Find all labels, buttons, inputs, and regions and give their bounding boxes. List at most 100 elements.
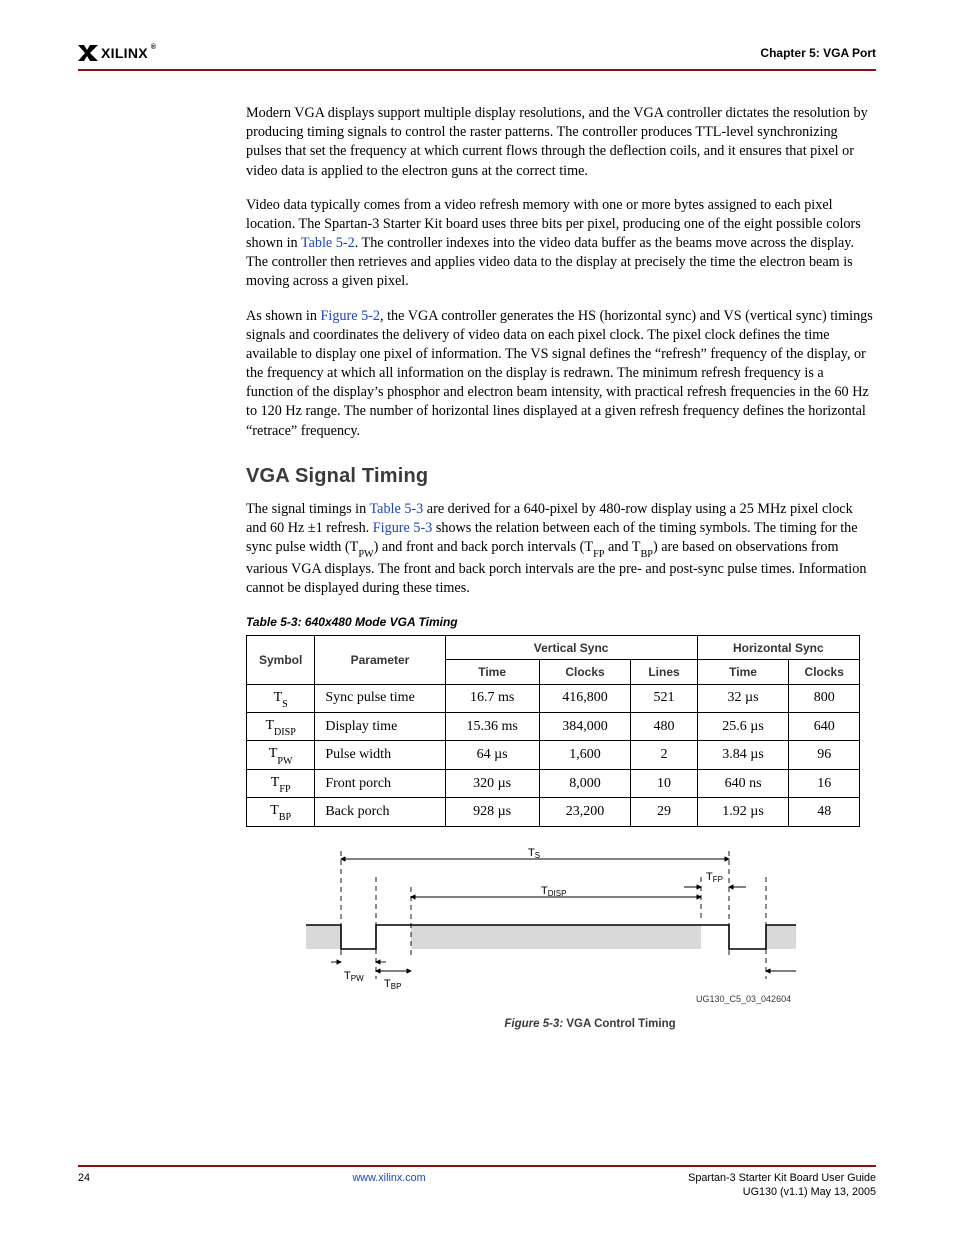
chapter-number: Chapter 5: [760,46,819,60]
table-row: TSSync pulse time16.7 ms416,80052132 µs8… [247,684,860,712]
cell-ht: 32 µs [697,684,789,712]
page-header: XILINX ® Chapter 5: VGA Port [78,44,876,72]
page-footer: 24 www.xilinx.com Spartan-3 Starter Kit … [78,1165,876,1200]
cell-vt: 15.36 ms [445,713,539,741]
header-chapter: Chapter 5: VGA Port [760,45,876,61]
cell-vt: 64 µs [445,741,539,769]
cell-hc: 16 [789,769,860,797]
label-tpw: TPW [344,970,364,983]
footer-rule [78,1165,876,1167]
cell-vc: 23,200 [539,798,631,826]
cell-symbol: TBP [247,798,315,826]
cell-vt: 16.7 ms [445,684,539,712]
cell-vl: 29 [631,798,697,826]
cell-label: Display time [315,713,445,741]
cell-hc: 800 [789,684,860,712]
p3-text-a: As shown in [246,308,321,324]
table-header-row-1: Symbol Parameter Vertical Sync Horizonta… [247,636,860,660]
figure-caption: Figure 5-3: VGA Control Timing [306,1017,874,1033]
section-heading: VGA Signal Timing [246,463,874,490]
p4-a: The signal timings in [246,501,369,517]
cell-symbol: TDISP [247,713,315,741]
p4-e: and T [604,539,640,555]
cell-label: Back porch [315,798,445,826]
link-figure-5-2[interactable]: Figure 5-2 [321,308,381,324]
cell-vl: 521 [631,684,697,712]
label-tdisp: TDISP [541,885,566,898]
paragraph-2: Video data typically comes from a video … [246,196,874,292]
table-title-lead: Table 5-3: [246,615,302,629]
figure-caption-lead: Figure 5-3: [504,1018,563,1030]
sync-waveform [306,925,796,949]
xilinx-logo: XILINX ® [78,44,156,63]
cell-label: Sync pulse time [315,684,445,712]
th-vertical: Vertical Sync [445,636,697,660]
th-vtime: Time [445,660,539,684]
th-parameter: Parameter [315,636,445,684]
logo-text: XILINX [101,44,148,63]
link-figure-5-3[interactable]: Figure 5-3 [373,520,433,536]
cell-symbol: TFP [247,769,315,797]
header-rule [78,69,876,71]
cell-vl: 10 [631,769,697,797]
table-row: TDISPDisplay time15.36 ms384,00048025.6 … [247,713,860,741]
table-row: TFPFront porch320 µs8,00010640 ns16 [247,769,860,797]
cell-ht: 3.84 µs [697,741,789,769]
link-table-5-3[interactable]: Table 5-3 [369,501,423,517]
cell-label: Pulse width [315,741,445,769]
footer-page: 24 [78,1171,90,1200]
cell-vt: 320 µs [445,769,539,797]
label-tfp: TFP [706,871,723,884]
paragraph-4: The signal timings in Table 5-3 are deri… [246,500,874,598]
th-htime: Time [697,660,789,684]
cell-vl: 480 [631,713,697,741]
cell-symbol: TPW [247,741,315,769]
guide-lines [341,851,766,979]
cell-label: Front porch [315,769,445,797]
cell-ht: 25.6 µs [697,713,789,741]
p4-sub2: FP [593,549,604,560]
xilinx-logo-icon [78,45,98,61]
cell-hc: 48 [789,798,860,826]
footer-right-2: UG130 (v1.1) May 13, 2005 [743,1186,876,1198]
label-ts: TS [528,847,540,860]
page-content: Modern VGA displays support multiple dis… [246,104,874,1032]
cell-vc: 1,600 [539,741,631,769]
figure-ugid: UG130_C5_03_042604 [696,994,791,1004]
th-horizontal: Horizontal Sync [697,636,859,660]
cell-hc: 96 [789,741,860,769]
table-row: TPWPulse width64 µs1,60023.84 µs96 [247,741,860,769]
th-vlines: Lines [631,660,697,684]
figure-caption-rest: VGA Control Timing [566,1018,675,1030]
cell-ht: 1.92 µs [697,798,789,826]
figure-5-3: TS TFP TDISP TPW TBP UG130_C5_03_042604 … [306,847,874,1033]
dimension-arrows [331,859,796,971]
th-vclocks: Clocks [539,660,631,684]
cell-vl: 2 [631,741,697,769]
timing-table: Symbol Parameter Vertical Sync Horizonta… [246,635,860,826]
cell-vc: 416,800 [539,684,631,712]
th-symbol: Symbol [247,636,315,684]
p4-d: ) and front and back porch intervals (T [374,539,593,555]
table-title: Table 5-3: 640x480 Mode VGA Timing [246,614,874,630]
cell-vc: 8,000 [539,769,631,797]
table-5-3: Table 5-3: 640x480 Mode VGA Timing Symbo… [246,614,874,827]
p4-sub3: BP [640,549,653,560]
paragraph-1: Modern VGA displays support multiple dis… [246,104,874,181]
cell-hc: 640 [789,713,860,741]
table-title-rest: 640x480 Mode VGA Timing [305,615,458,629]
timing-diagram-svg: TS TFP TDISP TPW TBP UG130_C5_03_042604 [306,847,796,1007]
p3-text-b: , the VGA controller generates the HS (h… [246,308,873,439]
p4-sub1: PW [358,549,373,560]
footer-link[interactable]: www.xilinx.com [352,1171,425,1200]
link-table-5-2[interactable]: Table 5-2 [301,235,355,251]
label-tbp: TBP [384,978,401,991]
logo-registered-icon: ® [151,43,156,52]
cell-ht: 640 ns [697,769,789,797]
table-row: TBPBack porch928 µs23,200291.92 µs48 [247,798,860,826]
cell-vt: 928 µs [445,798,539,826]
cell-vc: 384,000 [539,713,631,741]
paragraph-3: As shown in Figure 5-2, the VGA controll… [246,307,874,441]
footer-right-1: Spartan-3 Starter Kit Board User Guide [688,1172,876,1184]
chapter-title: VGA Port [820,46,876,60]
